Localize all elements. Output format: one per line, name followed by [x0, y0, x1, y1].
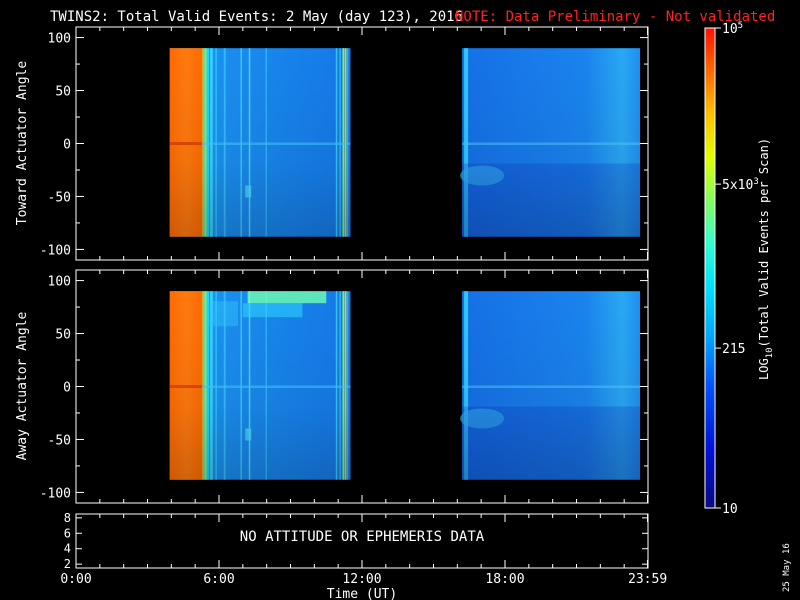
ylabel-toward: Toward Actuator Angle	[15, 61, 30, 226]
ytick-label: 50	[55, 328, 71, 343]
colorbar-label: LOG10(Total Valid Events per Scan)	[757, 138, 775, 380]
xtick-label: 18:00	[485, 572, 524, 587]
xtick-label: 6:00	[203, 572, 234, 587]
xaxis-label: Time (UT)	[327, 587, 397, 600]
ytick-label: -100	[40, 243, 71, 258]
colorbar-tick-label: 215	[722, 342, 745, 357]
ytick-label: -100	[40, 486, 71, 501]
ytick-label: -50	[48, 190, 71, 205]
ytick-label: 0	[63, 381, 71, 396]
colorbar-tick-label: 10	[722, 502, 738, 517]
ytick-label: 0	[63, 138, 71, 153]
ytick-label: -50	[48, 433, 71, 448]
axes: 100 50 0 -50 -100 100 50 0 -50 -100 86 420:00 6:00 12…	[40, 27, 667, 587]
ytick-label: 8	[64, 511, 71, 525]
colorbar-ticks: 10 215 5x103 105	[715, 21, 759, 517]
colorbar	[705, 28, 715, 508]
shading	[169, 48, 351, 237]
xtick-label: 12:00	[342, 572, 381, 587]
plot-title: TWINS2: Total Valid Events: 2 May (day 1…	[50, 9, 463, 25]
date-stamp: 25 May 16	[782, 543, 792, 592]
heatmap-toward	[169, 48, 641, 237]
ytick-label: 6	[64, 526, 71, 540]
ytick-label: 100	[48, 32, 71, 47]
colorbar-tick-label: 5x103	[722, 177, 759, 193]
colorbar-frame	[704, 27, 716, 509]
shading	[169, 291, 351, 480]
shading	[462, 48, 641, 237]
shading	[462, 291, 641, 480]
xtick-label: 23:59	[628, 572, 667, 587]
ytick-label: 4	[64, 542, 71, 556]
ytick-label: 50	[55, 85, 71, 100]
xtick-label: 0:00	[60, 572, 91, 587]
no-data-message: NO ATTITUDE OR EPHEMERIS DATA	[240, 529, 485, 545]
ytick-label: 100	[48, 275, 71, 290]
ytick-label: 2	[64, 557, 71, 571]
preliminary-note: NOTE: Data Preliminary - Not validated	[455, 9, 775, 25]
ylabel-away: Away Actuator Angle	[15, 311, 30, 460]
heatmap-away	[169, 291, 641, 480]
colorbar-tick-label: 105	[722, 21, 743, 37]
